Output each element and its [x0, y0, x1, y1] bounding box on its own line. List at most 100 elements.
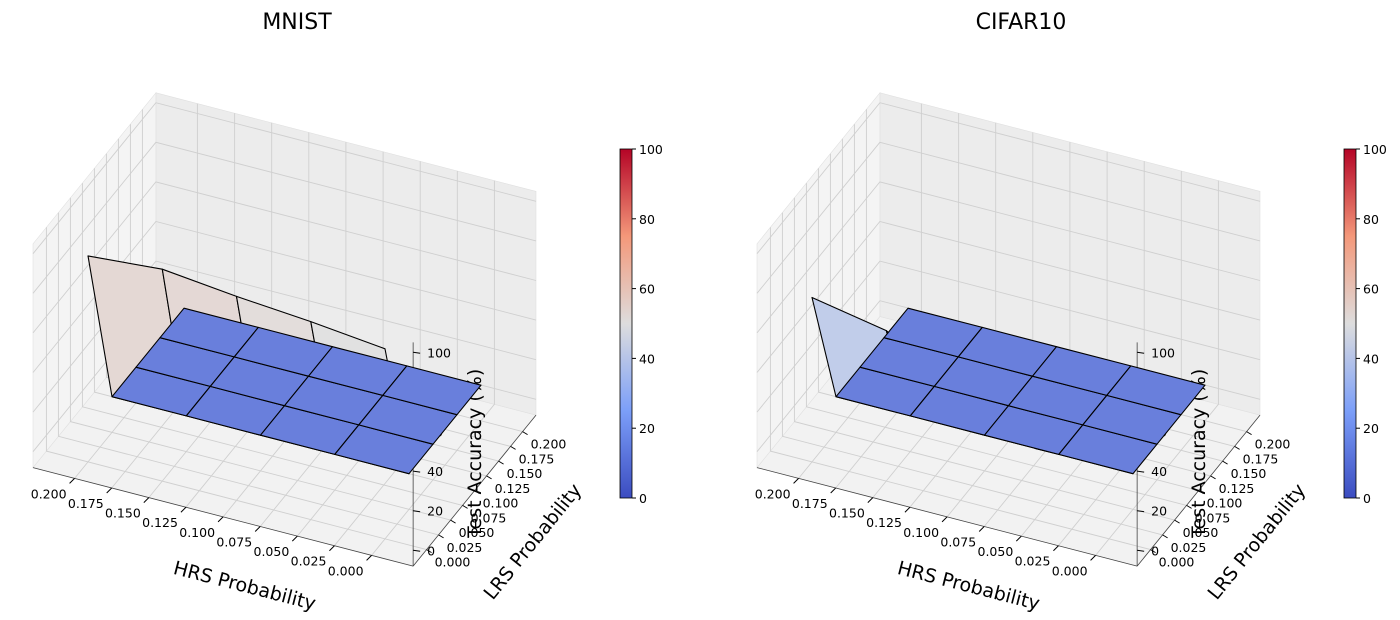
- y-tick-label: 0.025: [1171, 540, 1207, 555]
- y-tick-mark: [1222, 460, 1228, 465]
- y-tick-label: 0.175: [1243, 451, 1279, 466]
- gridline-x: [371, 180, 495, 556]
- x-tick-label: 0.075: [940, 534, 976, 549]
- gridline-y: [45, 227, 427, 551]
- z-tick-label: 100: [1151, 345, 1175, 360]
- z-tick-mark: [1137, 351, 1145, 354]
- z-tick-mark: [1137, 470, 1145, 473]
- gridline-z: [756, 260, 1261, 413]
- gridline-y: [81, 183, 463, 506]
- x-axis-line: [32, 467, 414, 567]
- x-tick-mark: [291, 535, 298, 542]
- x-tick-label: 0.100: [903, 525, 939, 540]
- x-tick-mark: [904, 506, 911, 513]
- x-tick-label: 0.200: [755, 486, 791, 501]
- y-tick-label: 0.200: [1255, 437, 1291, 452]
- z-tick-mark: [413, 470, 421, 473]
- y-tick-mark: [1246, 431, 1252, 436]
- y-tick-mark: [1150, 549, 1156, 554]
- x-tick-mark: [830, 487, 837, 494]
- y-tick-mark: [474, 490, 480, 495]
- colorbar-tick-label: 100: [1363, 142, 1387, 157]
- x-tick-mark: [978, 526, 985, 532]
- x-tick-mark: [1053, 545, 1059, 552]
- x-tick-label: 0.000: [1052, 563, 1088, 578]
- colorbar-tick-label: 60: [639, 282, 655, 297]
- x-tick-mark: [793, 478, 799, 484]
- chart-title: CIFAR10: [976, 10, 1067, 35]
- gridline-z: [756, 220, 1261, 373]
- colorbar-tick-label: 40: [639, 351, 655, 366]
- y-tick-mark: [438, 534, 444, 539]
- y-tick-mark: [1162, 534, 1168, 539]
- z-tick-label: 20: [427, 504, 443, 519]
- x-tick-mark: [217, 516, 224, 523]
- x-tick-mark: [106, 487, 113, 494]
- colorbar-tick-label: 80: [639, 212, 655, 227]
- colorbar-tick-label: 0: [639, 491, 647, 506]
- y-tick-label: 0.075: [1195, 510, 1231, 525]
- y-tick-mark: [1186, 504, 1192, 509]
- x-tick-label: 0.100: [179, 525, 215, 540]
- y-tick-label: 0.125: [495, 481, 531, 496]
- y-tick-label: 0.150: [1231, 466, 1267, 481]
- x-tick-label: 0.075: [216, 534, 252, 549]
- gridline-y: [69, 197, 451, 521]
- z-axis-label: Test Accuracy (%): [464, 369, 486, 539]
- y-tick-label: 0.100: [1207, 496, 1243, 511]
- y-tick-mark: [426, 549, 432, 554]
- x-tick-label: 0.125: [866, 515, 902, 530]
- x-tick-label: 0.200: [31, 486, 67, 501]
- z-tick-label: 40: [427, 464, 443, 479]
- y-tick-mark: [1210, 475, 1216, 480]
- colorbar-tick-label: 80: [1363, 212, 1379, 227]
- x-tick-label: 0.050: [254, 544, 290, 559]
- y-tick-label: 0.175: [519, 451, 555, 466]
- z-axis-label: Test Accuracy (%): [1188, 369, 1210, 539]
- x-tick-label: 0.175: [792, 496, 828, 511]
- x-tick-label: 0.150: [829, 506, 865, 521]
- gridline-z: [32, 181, 537, 334]
- z-tick-label: 100: [427, 345, 451, 360]
- gridline-y: [793, 197, 1175, 521]
- gridline-z: [32, 141, 537, 294]
- surface-patch: [1106, 365, 1206, 416]
- x-tick-mark: [366, 555, 372, 561]
- z-tick-label: 0: [1151, 543, 1159, 558]
- colorbar: [619, 148, 633, 499]
- y-tick-label: 0.000: [435, 555, 471, 570]
- x-tick-label: 0.175: [68, 496, 104, 511]
- y-tick-label: 0.025: [447, 540, 483, 555]
- y-tick-label: 0.000: [1159, 555, 1195, 570]
- z-tick-label: 40: [1151, 464, 1167, 479]
- y-tick-mark: [522, 431, 528, 436]
- z-tick-mark: [413, 351, 421, 354]
- x-tick-label: 0.000: [328, 563, 364, 578]
- x-tick-label: 0.025: [291, 554, 327, 569]
- z-tick-label: 20: [1151, 504, 1167, 519]
- gridline-x: [1095, 180, 1219, 556]
- x-tick-label: 0.150: [105, 506, 141, 521]
- y-tick-mark: [486, 475, 492, 480]
- z-tick-mark: [413, 510, 421, 513]
- chart-title: MNIST: [262, 10, 332, 35]
- panel-cifar10: CIFAR100.2000.1750.1500.1250.1000.0750.0…: [755, 10, 1387, 615]
- y-tick-label: 0.075: [471, 510, 507, 525]
- y-tick-mark: [462, 504, 468, 509]
- x-tick-mark: [143, 497, 150, 503]
- gridline-y: [805, 183, 1187, 506]
- z-tick-label: 0: [427, 543, 435, 558]
- gridline-y: [769, 227, 1151, 551]
- x-tick-mark: [329, 545, 335, 552]
- colorbar-tick-label: 40: [1363, 351, 1379, 366]
- z-tick-mark: [1137, 549, 1145, 552]
- gridline-z: [32, 220, 537, 373]
- x-tick-mark: [867, 497, 874, 503]
- x-tick-mark: [1015, 535, 1022, 542]
- y-tick-mark: [1234, 445, 1240, 450]
- colorbar-tick-label: 0: [1363, 491, 1371, 506]
- gridline-y: [57, 212, 439, 536]
- z-tick-mark: [1137, 510, 1145, 513]
- x-tick-mark: [1090, 555, 1096, 561]
